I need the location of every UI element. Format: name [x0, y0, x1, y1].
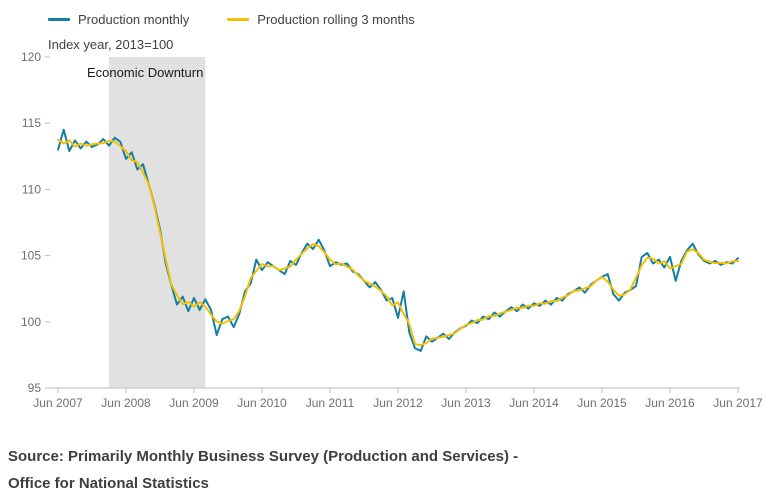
y-axis-label: 105: [21, 249, 41, 263]
legend-label-production-monthly: Production monthly: [78, 12, 190, 27]
y-axis-label: 100: [21, 315, 41, 329]
legend-item-production-rolling: Production rolling 3 months: [227, 12, 415, 27]
chart-legend: Production monthly Production rolling 3 …: [48, 12, 415, 27]
recession-band-label: Economic Downturn: [87, 65, 203, 80]
chart-subtitle: Index year, 2013=100: [48, 37, 174, 52]
y-axis-label: 95: [28, 381, 42, 395]
x-axis-label: Jun 2010: [237, 396, 287, 410]
x-axis-label: Jun 2014: [509, 396, 559, 410]
x-axis-label: Jun 2016: [645, 396, 695, 410]
source-line-2: Office for National Statistics: [8, 475, 209, 492]
x-axis-label: Jun 2017: [713, 396, 763, 410]
y-axis-label: 120: [21, 50, 41, 64]
source-note: Source: Primarily Monthly Business Surve…: [8, 443, 518, 497]
legend-swatch-production-monthly: [48, 18, 70, 21]
x-axis-label: Jun 2011: [306, 396, 355, 410]
x-axis-label: Jun 2007: [33, 396, 83, 410]
series-line-1: [57, 138, 739, 347]
y-axis-label: 110: [22, 182, 41, 196]
source-line-1: Source: Primarily Monthly Business Surve…: [8, 448, 519, 465]
x-axis-label: Jun 2013: [441, 396, 491, 410]
x-axis-label: Jun 2009: [169, 396, 219, 410]
legend-label-production-rolling: Production rolling 3 months: [257, 12, 415, 27]
x-axis-label: Jun 2012: [373, 396, 423, 410]
legend-item-production-monthly: Production monthly: [48, 12, 189, 27]
x-axis-label: Jun 2015: [577, 396, 627, 410]
y-axis-label: 115: [22, 116, 41, 130]
legend-swatch-production-rolling: [227, 18, 250, 21]
x-axis-label: Jun 2008: [101, 396, 151, 410]
chart-canvas: Economic Downturn Jun 2007 Jun 2008 Jun 200…: [21, 50, 763, 410]
